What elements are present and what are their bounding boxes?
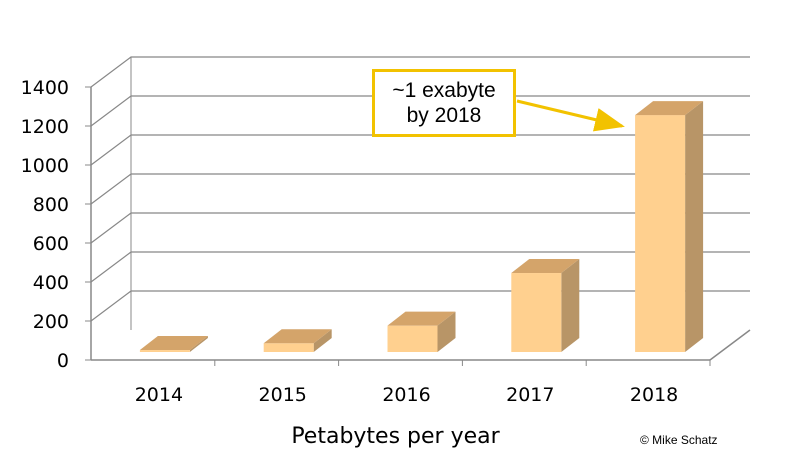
y-tick-label: 800: [33, 194, 69, 216]
x-category-label: 2015: [259, 384, 307, 406]
bar-2015: [263, 329, 332, 352]
bar-front-face: [511, 273, 562, 352]
bar-top-face: [263, 329, 332, 344]
x-category-label: 2017: [506, 384, 554, 406]
bar-front-face: [139, 350, 190, 352]
copyright-credit: © Mike Schatz: [640, 433, 718, 447]
bar-side-face: [437, 311, 456, 352]
callout-line-2: by 2018: [406, 104, 482, 127]
labels: 0 200 400 600 800 1000 1200 1400 2014 2015 2016 201…: [21, 77, 679, 406]
y-tick-label: 0: [57, 350, 69, 372]
bar-side-face: [189, 336, 208, 352]
x-axis-title: Petabytes per year: [291, 424, 500, 449]
bar-2016: [387, 311, 456, 352]
bars: [139, 101, 704, 352]
bar-front-face: [263, 343, 314, 352]
bar-side-face: [685, 101, 704, 352]
callout-arrow: [516, 99, 625, 132]
y-tick-label: 1000: [21, 155, 69, 177]
bar-2014: [139, 336, 208, 352]
bar-top-face: [511, 259, 580, 274]
callout-line-1: ~1 exabyte: [392, 79, 496, 102]
y-tick-label: 400: [33, 272, 69, 294]
bar-front-face: [387, 325, 438, 352]
y-tick-label: 1400: [21, 77, 69, 99]
bar-2017: [511, 259, 580, 352]
y-tick-label: 200: [33, 311, 69, 333]
bar-top-face: [635, 101, 704, 116]
x-category-label: 2014: [135, 384, 183, 406]
bar-top-face: [139, 336, 208, 351]
bar-side-face: [561, 259, 580, 352]
x-category-label: 2016: [382, 384, 430, 406]
axes: [85, 57, 751, 366]
bar-front-face: [635, 115, 686, 352]
y-tick-label: 1200: [21, 116, 69, 138]
bar-side-face: [313, 329, 332, 352]
x-category-label: 2018: [630, 384, 678, 406]
exabyte-callout: ~1 exabyte by 2018: [372, 69, 516, 137]
bar-2018: [635, 101, 704, 352]
y-tick-label: 600: [33, 233, 69, 255]
floor-right-edge: [709, 329, 751, 361]
bar-top-face: [387, 311, 456, 326]
